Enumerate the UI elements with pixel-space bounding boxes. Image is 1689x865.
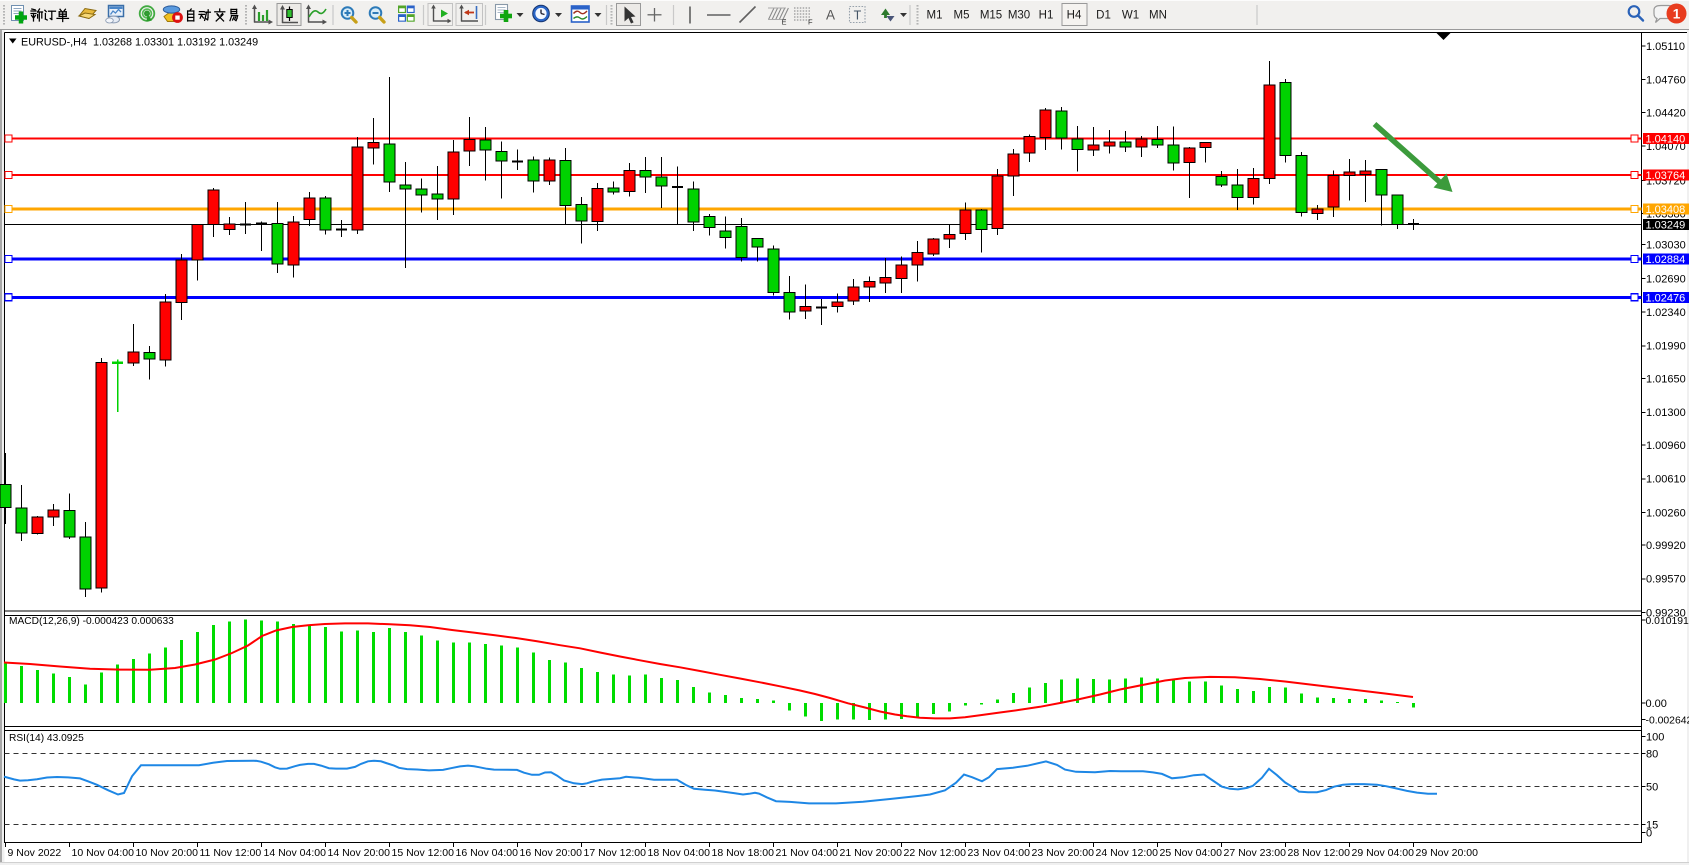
svg-text:18 Nov 04:00: 18 Nov 04:00 bbox=[648, 847, 711, 859]
svg-text:50: 50 bbox=[1646, 781, 1658, 793]
svg-text:M1: M1 bbox=[927, 10, 943, 22]
svg-text:1.03030: 1.03030 bbox=[1646, 239, 1686, 251]
svg-text:W1: W1 bbox=[1122, 10, 1139, 22]
svg-text:1.02690: 1.02690 bbox=[1646, 273, 1686, 285]
svg-text:1.04140: 1.04140 bbox=[1646, 134, 1686, 146]
svg-text:0.00: 0.00 bbox=[1646, 698, 1667, 710]
svg-text:18 Nov 18:00: 18 Nov 18:00 bbox=[712, 847, 775, 859]
svg-text:0.99570: 0.99570 bbox=[1646, 574, 1686, 586]
svg-text:0: 0 bbox=[1646, 827, 1652, 839]
svg-text:80: 80 bbox=[1646, 748, 1658, 760]
svg-text:14 Nov 20:00: 14 Nov 20:00 bbox=[328, 847, 391, 859]
svg-text:14 Nov 04:00: 14 Nov 04:00 bbox=[264, 847, 327, 859]
svg-text:17 Nov 12:00: 17 Nov 12:00 bbox=[584, 847, 647, 859]
svg-text:22 Nov 12:00: 22 Nov 12:00 bbox=[904, 847, 967, 859]
svg-text:9 Nov 2022: 9 Nov 2022 bbox=[8, 847, 62, 859]
svg-text:EURUSD-,H4 1.03268 1.03301 1.: EURUSD-,H4 1.03268 1.03301 1.03192 1.032… bbox=[21, 37, 258, 49]
svg-text:1: 1 bbox=[1673, 7, 1681, 22]
svg-text:E: E bbox=[782, 18, 787, 27]
svg-text:1.00610: 1.00610 bbox=[1646, 474, 1686, 486]
svg-text:1.04420: 1.04420 bbox=[1646, 107, 1686, 119]
svg-text:100: 100 bbox=[1646, 731, 1664, 743]
svg-text:10 Nov 20:00: 10 Nov 20:00 bbox=[136, 847, 199, 859]
svg-text:1.03764: 1.03764 bbox=[1646, 170, 1686, 182]
svg-text:27 Nov 23:00: 27 Nov 23:00 bbox=[1224, 847, 1287, 859]
svg-text:16 Nov 04:00: 16 Nov 04:00 bbox=[456, 847, 519, 859]
svg-text:MACD(12,26,9) -0.000423 0.0006: MACD(12,26,9) -0.000423 0.000633 bbox=[9, 616, 174, 627]
svg-text:21 Nov 04:00: 21 Nov 04:00 bbox=[776, 847, 839, 859]
svg-text:1.03408: 1.03408 bbox=[1646, 204, 1686, 216]
svg-text:0.010191: 0.010191 bbox=[1646, 616, 1689, 627]
svg-text:H4: H4 bbox=[1067, 10, 1082, 22]
svg-text:1.01990: 1.01990 bbox=[1646, 341, 1686, 353]
svg-text:24 Nov 12:00: 24 Nov 12:00 bbox=[1096, 847, 1159, 859]
svg-text:23 Nov 04:00: 23 Nov 04:00 bbox=[968, 847, 1031, 859]
svg-text:H1: H1 bbox=[1039, 10, 1054, 22]
svg-text:1.01300: 1.01300 bbox=[1646, 407, 1686, 419]
svg-text:21 Nov 20:00: 21 Nov 20:00 bbox=[840, 847, 903, 859]
svg-text:1.04760: 1.04760 bbox=[1646, 74, 1686, 86]
svg-text:0.99920: 0.99920 bbox=[1646, 540, 1686, 552]
svg-text:1.00960: 1.00960 bbox=[1646, 440, 1686, 452]
svg-text:T: T bbox=[854, 9, 862, 23]
svg-text:1.03249: 1.03249 bbox=[1646, 220, 1686, 232]
svg-text:1.02340: 1.02340 bbox=[1646, 307, 1686, 319]
svg-text:1.00260: 1.00260 bbox=[1646, 507, 1686, 519]
svg-text:11 Nov 12:00: 11 Nov 12:00 bbox=[200, 847, 262, 859]
svg-text:-0.002642: -0.002642 bbox=[1646, 715, 1689, 726]
svg-text:1.02476: 1.02476 bbox=[1646, 292, 1686, 304]
svg-text:F: F bbox=[808, 18, 813, 27]
svg-text:29 Nov 20:00: 29 Nov 20:00 bbox=[1416, 847, 1479, 859]
svg-text:16 Nov 20:00: 16 Nov 20:00 bbox=[520, 847, 583, 859]
svg-text:1.01650: 1.01650 bbox=[1646, 373, 1686, 385]
svg-text:28 Nov 12:00: 28 Nov 12:00 bbox=[1288, 847, 1351, 859]
svg-text:D1: D1 bbox=[1096, 10, 1111, 22]
svg-text:15 Nov 12:00: 15 Nov 12:00 bbox=[392, 847, 455, 859]
svg-text:15: 15 bbox=[1646, 819, 1658, 831]
svg-text:M30: M30 bbox=[1008, 10, 1030, 22]
svg-text:1.05110: 1.05110 bbox=[1646, 41, 1685, 53]
svg-text:25 Nov 04:00: 25 Nov 04:00 bbox=[1160, 847, 1223, 859]
svg-text:MN: MN bbox=[1149, 10, 1167, 22]
svg-text:RSI(14) 43.0925: RSI(14) 43.0925 bbox=[9, 733, 84, 744]
svg-text:0.99230: 0.99230 bbox=[1646, 607, 1686, 619]
svg-text:23 Nov 20:00: 23 Nov 20:00 bbox=[1032, 847, 1095, 859]
svg-text:M5: M5 bbox=[954, 10, 970, 22]
svg-text:29 Nov 04:00: 29 Nov 04:00 bbox=[1352, 847, 1415, 859]
svg-text:M15: M15 bbox=[980, 10, 1002, 22]
svg-text:10 Nov 04:00: 10 Nov 04:00 bbox=[72, 847, 135, 859]
svg-text:1.02884: 1.02884 bbox=[1646, 254, 1686, 266]
svg-text:A: A bbox=[826, 8, 835, 23]
